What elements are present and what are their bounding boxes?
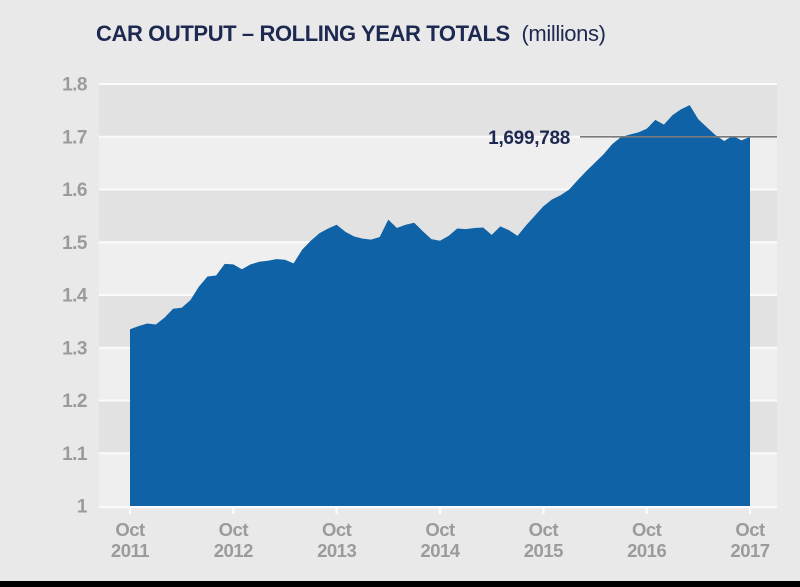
y-tick-label: 1.5 [62, 233, 88, 254]
x-tick-mark [748, 508, 752, 514]
y-tick-label: 1.6 [62, 180, 87, 201]
x-axis-baseline [99, 506, 777, 509]
x-tick-mark [645, 508, 648, 514]
x-tick-mark [438, 508, 442, 514]
x-tick-label-month: Oct [425, 519, 455, 540]
y-tick-label: 1.7 [62, 127, 87, 148]
x-tick-label-year: 2011 [111, 540, 149, 561]
chart-title-units: (millions) [521, 21, 606, 46]
annotation-label: 1,699,788 [488, 128, 570, 149]
x-tick-label-year: 2015 [524, 540, 563, 561]
y-tick-label: 1.3 [62, 338, 87, 359]
x-tick-label-month: Oct [735, 519, 765, 540]
x-tick-mark [542, 508, 545, 514]
x-tick-mark [128, 508, 132, 514]
bottom-border [0, 581, 800, 587]
y-tick-label: 1.2 [62, 391, 87, 412]
x-tick-label-month: Oct [322, 519, 352, 540]
x-tick-mark [335, 508, 338, 514]
gridline [99, 83, 777, 85]
x-tick-label-year: 2017 [730, 540, 769, 561]
x-tick-label-year: 2016 [627, 540, 666, 561]
chart-title: CAR OUTPUT – ROLLING YEAR TOTALS (millio… [96, 21, 606, 47]
chart-title-main: CAR OUTPUT – ROLLING YEAR TOTALS [96, 21, 510, 46]
gridline [99, 135, 777, 138]
x-tick-label-year: 2013 [317, 540, 356, 561]
x-tick-label-month: Oct [529, 519, 559, 540]
x-tick-label-month: Oct [632, 519, 662, 540]
x-tick-label-year: 2014 [420, 540, 460, 561]
x-tick-label-month: Oct [219, 519, 249, 540]
y-tick-label: 1.8 [62, 75, 87, 96]
y-tick-label: 1 [77, 497, 88, 518]
y-tick-label: 1.4 [62, 286, 88, 307]
y-tick-label: 1.1 [62, 444, 88, 465]
area-series [130, 105, 750, 506]
x-tick-label-year: 2012 [214, 540, 253, 561]
x-tick-mark [232, 508, 235, 514]
x-tick-label-month: Oct [115, 519, 145, 540]
gridline [99, 188, 777, 191]
